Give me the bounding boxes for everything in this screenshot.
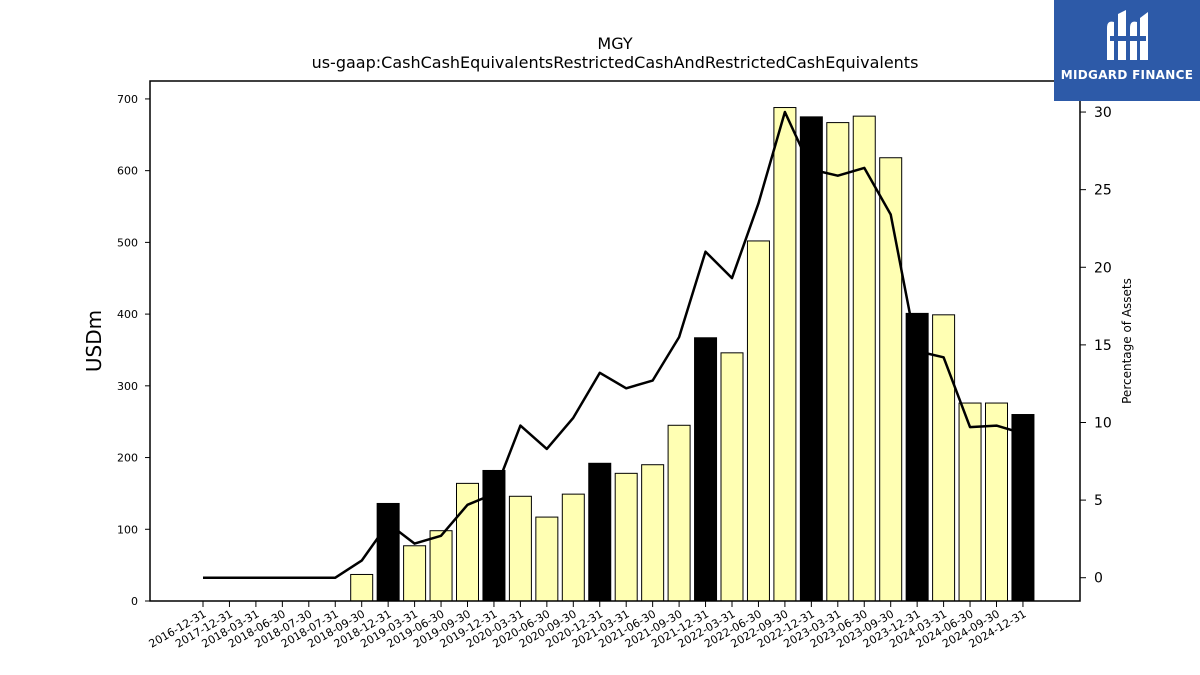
chart-subtitle: us-gaap:CashCashEquivalentsRestrictedCas…: [312, 53, 919, 72]
bar-2021-03-31: [614, 472, 638, 602]
y-tick-label: 700: [117, 93, 138, 106]
bar-2022-12-31: [799, 116, 823, 602]
bar-2022-03-31: [720, 352, 744, 602]
bar-2018-12-31: [376, 502, 400, 602]
bar-2024-12-31: [1011, 414, 1035, 602]
bar-2024-09-30: [985, 402, 1008, 602]
bar-2020-12-31: [588, 462, 612, 602]
plot-frame: [149, 80, 1081, 602]
y-axis-label: USDm: [82, 310, 106, 372]
bar-2022-09-30: [773, 107, 797, 602]
bar-2022-06-30: [746, 240, 770, 602]
y2-tick-label: 25: [1094, 183, 1112, 199]
chart-title: MGY: [597, 34, 632, 53]
bar-2023-06-30: [852, 115, 876, 602]
y-tick-label: 400: [117, 308, 138, 321]
bar-2019-06-30: [429, 530, 453, 602]
bar-2024-06-30: [958, 402, 982, 602]
y-tick-label: 100: [117, 523, 138, 536]
bar-2023-03-31: [826, 122, 850, 602]
y-tick-label: 500: [117, 236, 138, 249]
midgard-finance-logo: MIDGARD FINANCE: [1054, 0, 1200, 101]
bar-2019-03-31: [403, 545, 427, 602]
y2-tick-label: 15: [1094, 338, 1112, 354]
bar-2020-09-30: [561, 493, 585, 602]
y-tick-label: 600: [117, 165, 138, 178]
y2-axis-label: Percentage of Assets: [1120, 278, 1134, 404]
y2-tick-label: 10: [1094, 415, 1112, 431]
bar-2021-09-30: [667, 424, 691, 602]
bar-2023-09-30: [879, 157, 903, 602]
y-tick-label: 200: [117, 452, 138, 465]
logo-text: MIDGARD FINANCE: [1060, 68, 1194, 82]
bar-2020-06-30: [535, 516, 559, 602]
bar-2021-06-30: [641, 464, 665, 602]
bar-2021-12-31: [694, 337, 718, 602]
y-tick-label: 300: [117, 380, 138, 393]
bar-2018-09-30: [350, 573, 374, 602]
bar-2019-12-31: [482, 469, 506, 602]
logo-mark-icon: [1107, 10, 1148, 61]
percentage-line: [203, 110, 1024, 579]
bar-2020-03-31: [508, 495, 532, 602]
y2-tick-label: 30: [1094, 105, 1112, 121]
y2-tick-label: 0: [1094, 571, 1103, 587]
y2-tick-label: 5: [1094, 493, 1103, 509]
bar-2023-12-31: [905, 312, 929, 602]
y-tick-label: 0: [131, 595, 138, 608]
y2-tick-label: 20: [1094, 260, 1112, 276]
